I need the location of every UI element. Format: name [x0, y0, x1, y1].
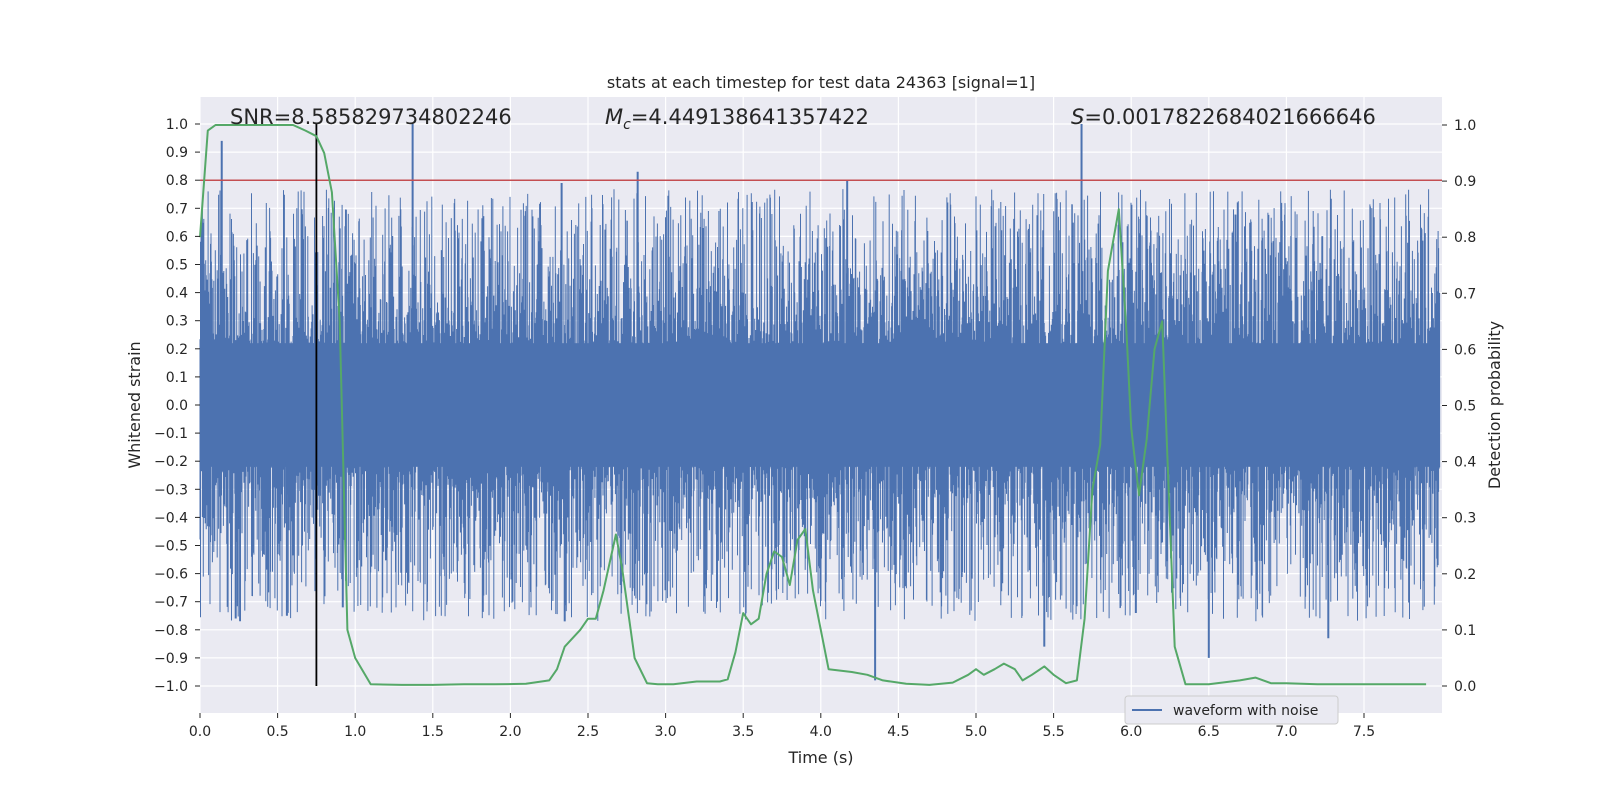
y2-tick-label: 0.8 — [1454, 230, 1476, 246]
x-axis-label: Time (s) — [787, 748, 853, 767]
chirp-mass-value: =4.449138641357422 — [631, 105, 869, 129]
chirp-mass-annotation: Mc=4.449138641357422 — [605, 105, 869, 133]
x-tick-label: 7.0 — [1275, 724, 1297, 740]
axes: 0.0 0.5 1.0 1.5 2.0 2.5 3.0 3.5 4.0 4.5 5.0 5.5 6.0 6… — [154, 117, 1476, 740]
y-tick-label: −0.8 — [154, 623, 188, 639]
x-tick-label: 6.5 — [1198, 724, 1220, 740]
y-tick-label: 0.6 — [166, 229, 188, 245]
x-tick-label: 6.0 — [1120, 724, 1142, 740]
y2-axis-label: Detection probability — [1485, 321, 1504, 489]
y-tick-label: 0.8 — [166, 173, 188, 189]
s-annotation: S=0.0017822684021666646 — [1071, 105, 1376, 129]
x-tick-label: 5.0 — [965, 724, 987, 740]
y-tick-label: −0.2 — [154, 454, 188, 470]
legend: waveform with noise — [1124, 695, 1339, 725]
y-tick-label: 0.3 — [166, 314, 188, 330]
y-tick-label: −0.3 — [154, 482, 188, 498]
x-tick-label: 1.0 — [344, 724, 366, 740]
x-tick-label: 5.5 — [1042, 724, 1064, 740]
y-tick-label: −0.7 — [154, 595, 188, 611]
x-tick-label: 4.0 — [810, 724, 832, 740]
legend-label-waveform: waveform with noise — [1173, 703, 1318, 719]
y-tick-label: 0.9 — [166, 145, 188, 161]
x-tick-label: 7.5 — [1353, 724, 1375, 740]
y2-tick-label: 0.9 — [1454, 174, 1476, 190]
detection-probability-line — [199, 124, 1427, 686]
y-tick-label: 0.1 — [166, 370, 188, 386]
y2-tick-label: 1.0 — [1454, 118, 1476, 134]
legend-box — [1124, 695, 1339, 725]
waveform-series — [199, 124, 1441, 681]
x-tick-label: 0.5 — [266, 724, 288, 740]
y-tick-label: −0.5 — [154, 539, 188, 555]
chirp-mass-symbol: M — [605, 105, 623, 129]
y2-tick-label: 0.5 — [1454, 399, 1476, 415]
y-tick-label: 1.0 — [166, 117, 188, 133]
y-tick-label: 0.0 — [166, 398, 188, 414]
y-tick-label: −1.0 — [154, 679, 188, 695]
x-tick-label: 2.5 — [577, 724, 599, 740]
y2-tick-label: 0.0 — [1454, 679, 1476, 695]
y-tick-label: −0.1 — [154, 426, 188, 442]
y-tick-label: −0.6 — [154, 567, 188, 583]
y-tick-label: 0.7 — [166, 201, 188, 217]
waveform-line — [199, 189, 1441, 622]
chart-title: stats at each timestep for test data 243… — [607, 73, 1035, 92]
y-tick-label: 0.2 — [166, 342, 188, 358]
x-tick-label: 0.0 — [189, 724, 211, 740]
x-tick-label: 4.5 — [887, 724, 909, 740]
y2-tick-label: 0.6 — [1454, 342, 1476, 358]
y-tick-label: −0.4 — [154, 510, 188, 526]
x-tick-label: 3.0 — [654, 724, 676, 740]
y-tick-label: −0.9 — [154, 651, 188, 667]
x-tick-label: 3.5 — [732, 724, 754, 740]
x-tick-label: 1.5 — [422, 724, 444, 740]
y2-tick-label: 0.2 — [1454, 567, 1476, 583]
y2-tick-label: 0.7 — [1454, 286, 1476, 302]
y2-tick-label: 0.3 — [1454, 511, 1476, 527]
y2-tick-label: 0.4 — [1454, 455, 1476, 471]
x-tick-label: 2.0 — [499, 724, 521, 740]
y-tick-label: 0.4 — [166, 286, 188, 302]
s-value: =0.0017822684021666646 — [1084, 105, 1376, 129]
chirp-mass-subscript: c — [623, 117, 631, 133]
s-symbol: S — [1071, 105, 1084, 129]
overlay — [199, 124, 1442, 686]
snr-annotation: SNR=8.585829734802246 — [230, 105, 512, 129]
y2-tick-label: 0.1 — [1454, 623, 1476, 639]
y-tick-label: 0.5 — [166, 258, 188, 274]
y-axis-label: Whitened strain — [125, 341, 144, 468]
